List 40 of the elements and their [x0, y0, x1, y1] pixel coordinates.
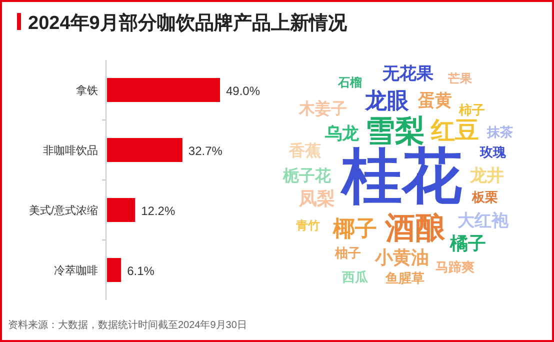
bar	[107, 138, 182, 162]
data-label: 6.1%	[127, 264, 155, 278]
text: 香蕉	[288, 142, 321, 160]
text: 板栗	[471, 190, 498, 205]
y-tick-label: 冷萃咖啡	[54, 264, 98, 277]
data-label: 49.0%	[226, 84, 260, 98]
y-tick-label: 拿铁	[76, 84, 98, 97]
text: 柚子	[334, 246, 361, 261]
text: 蛋黄	[417, 91, 452, 110]
y-tick-label: 非咖啡饮品	[43, 144, 98, 157]
bar	[107, 198, 136, 222]
text: 木姜子	[298, 98, 347, 118]
text: 柿子	[458, 102, 485, 118]
text: 石榴	[337, 75, 362, 90]
text: 抹茶	[486, 124, 513, 140]
text: 芒果	[447, 71, 473, 86]
text: 小黄油	[374, 247, 429, 268]
text: 乌龙	[324, 124, 360, 144]
text: 栀子花	[282, 166, 332, 185]
text: 橘子	[449, 233, 486, 254]
text: 红豆	[430, 118, 479, 145]
chart-title: 2024年9月部分咖饮品牌产品上新情况	[28, 12, 348, 34]
text: 凤梨	[298, 188, 335, 208]
y-tick-label: 美式/意式浓缩	[28, 204, 98, 217]
text: 鱼腥草	[384, 270, 424, 286]
text: 龙井	[469, 166, 504, 186]
text: 青竹	[295, 218, 320, 232]
data-label: 32.7%	[188, 144, 223, 158]
text: 西瓜	[341, 270, 369, 285]
bar	[107, 258, 122, 282]
text: 无花果	[382, 64, 434, 84]
text: 资料来源：大数据，数据统计时间截至2024年9月30日	[8, 319, 247, 331]
bar	[107, 78, 220, 102]
text: 龙眼	[364, 88, 410, 113]
text: 酒酿	[384, 212, 446, 245]
text: 马蹄爽	[436, 260, 476, 275]
text: 大红袍	[458, 211, 510, 230]
text: 椰子	[332, 216, 377, 241]
data-label: 12.2%	[141, 204, 176, 218]
text: 玫瑰	[479, 144, 507, 160]
